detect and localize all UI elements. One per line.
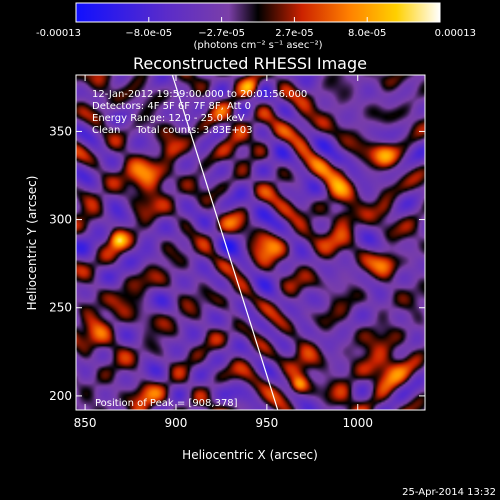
colorbar-tick-label: -0.00013 [36, 28, 81, 39]
annotation-energy-range: Energy Range: 12.0 - 25.0 keV [92, 113, 245, 124]
heatmap-image [76, 75, 425, 410]
x-tick-label: 1000 [342, 416, 373, 430]
y-axis-label: Heliocentric Y (arcsec) [25, 176, 39, 311]
peak-position-label: Position of Peak = [908,378] [95, 398, 238, 409]
chart-title: Reconstructed RHESSI Image [133, 54, 367, 73]
colorbar-tick-label: 8.0e-05 [348, 28, 386, 39]
colorbar-tick-label: 2.7e-05 [275, 28, 313, 39]
colorbar [75, 2, 441, 23]
annotation-total-counts: Clean Total counts: 3.83E+03 [92, 125, 252, 136]
y-tick-label: 250 [49, 301, 72, 315]
x-tick-label: 850 [74, 416, 97, 430]
colorbar-tick-label: −8.0e-05 [125, 28, 172, 39]
annotation-detectors: Detectors: 4F 5F 6F 7F 8F, Att 0 [92, 101, 251, 112]
x-axis-ticks: 850 900 950 1000 [74, 75, 373, 430]
colorbar-unit-label: (photons cm⁻² s⁻¹ asec⁻²) [193, 40, 322, 51]
x-tick-label: 950 [255, 416, 278, 430]
colorbar-tick-label: −2.7e-05 [198, 28, 245, 39]
x-tick-label: 900 [165, 416, 188, 430]
x-axis-label: Heliocentric X (arcsec) [182, 448, 318, 462]
footer-timestamp: 25-Apr-2014 13:32 [402, 487, 496, 498]
plot-frame [75, 74, 426, 411]
y-tick-label: 350 [49, 124, 72, 138]
solar-limb-line [171, 75, 279, 410]
colorbar-tick-label: 0.00013 [435, 28, 476, 39]
colorbar-ticks: -0.00013 −8.0e-05 −2.7e-05 2.7e-05 8.0e-05 0.… [36, 17, 476, 39]
y-tick-label: 300 [49, 213, 72, 227]
y-axis-ticks: 200 250 300 350 [49, 124, 425, 403]
annotation-time-range: 12-Jan-2012 19:59:00.000 to 20:01:56.000 [92, 89, 307, 100]
y-tick-label: 200 [49, 389, 72, 403]
